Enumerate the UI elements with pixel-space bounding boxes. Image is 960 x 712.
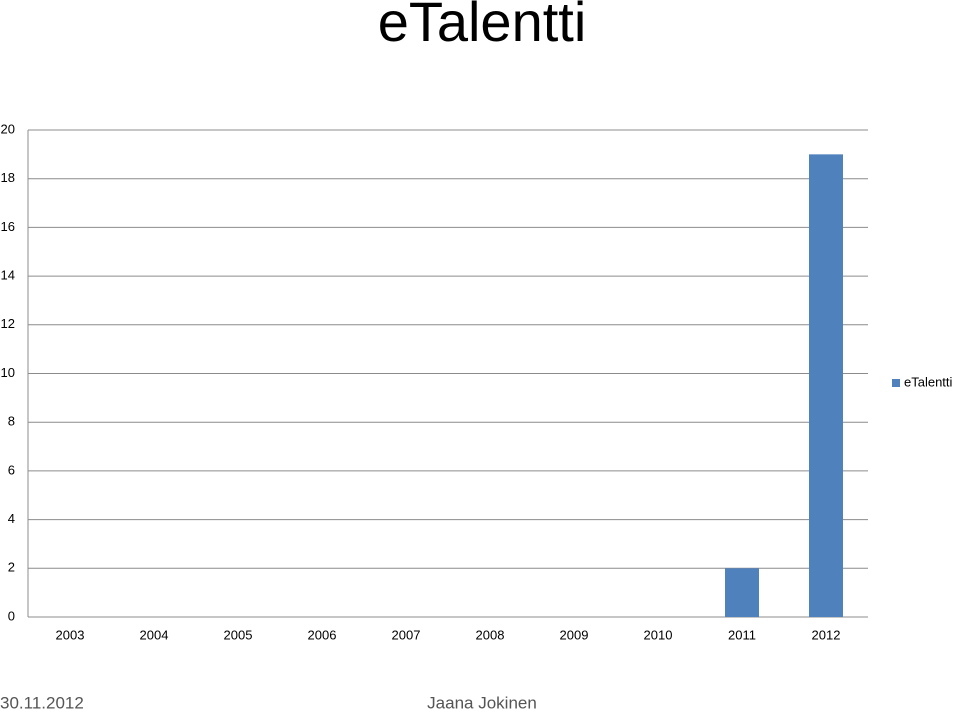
- x-tick-label: 2009: [560, 627, 589, 642]
- footer-date: 30.11.2012: [0, 693, 84, 712]
- y-tick-label: 8: [8, 414, 15, 429]
- bar: [725, 568, 759, 617]
- chart-title: eTalentti: [378, 0, 587, 53]
- x-tick-label: 2010: [644, 627, 673, 642]
- x-tick-label: 2007: [392, 627, 421, 642]
- x-tick-label: 2003: [56, 627, 85, 642]
- bar: [809, 154, 843, 617]
- x-tick-label: 2008: [476, 627, 505, 642]
- y-tick-label: 6: [8, 462, 15, 477]
- x-tick-label: 2005: [224, 627, 253, 642]
- y-tick-label: 18: [1, 170, 15, 185]
- x-tick-label: 2006: [308, 627, 337, 642]
- y-tick-label: 16: [1, 219, 15, 234]
- y-tick-label: 12: [1, 316, 15, 331]
- y-tick-label: 2: [8, 560, 15, 575]
- x-tick-label: 2011: [728, 627, 756, 642]
- legend-swatch: [892, 379, 900, 387]
- y-tick-label: 4: [8, 511, 15, 526]
- footer-author: Jaana Jokinen: [427, 693, 537, 712]
- x-tick-label: 2012: [812, 627, 841, 642]
- legend-label: eTalentti: [904, 374, 953, 389]
- x-tick-label: 2004: [140, 627, 169, 642]
- y-tick-label: 14: [1, 268, 15, 283]
- y-tick-label: 10: [1, 365, 15, 380]
- y-tick-label: 20: [1, 121, 15, 136]
- y-tick-label: 0: [8, 608, 15, 623]
